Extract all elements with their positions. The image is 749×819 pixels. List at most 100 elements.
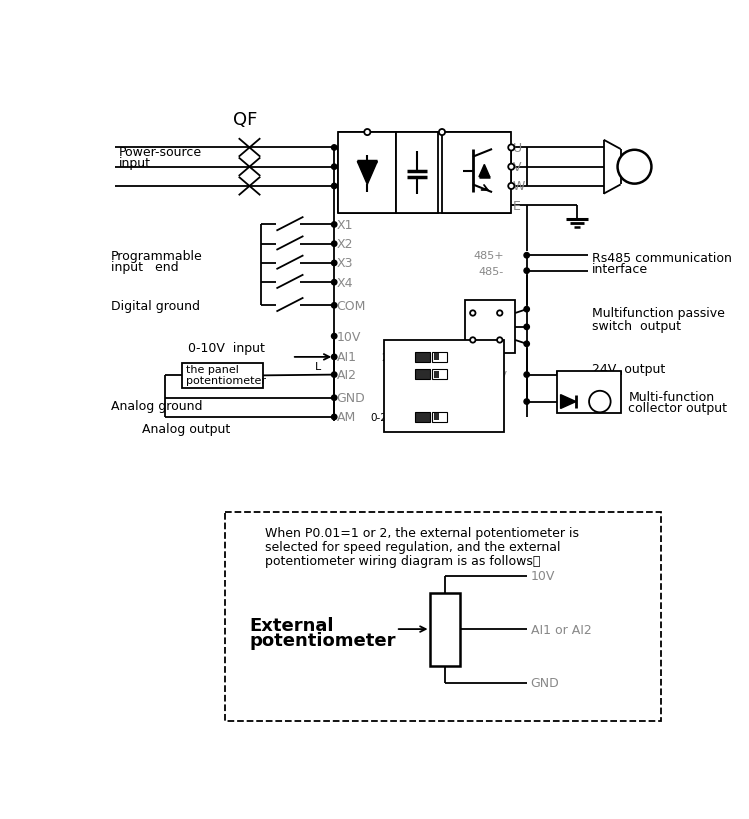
- Text: selected for speed regulation, and the external: selected for speed regulation, and the e…: [265, 541, 560, 553]
- Text: Analog ground: Analog ground: [111, 400, 202, 413]
- Bar: [442, 133, 512, 214]
- Bar: [395, 133, 438, 214]
- Text: L: L: [315, 362, 321, 372]
- Text: X4: X4: [336, 276, 353, 289]
- Text: 0-20mA: 0-20mA: [371, 413, 411, 423]
- Text: AI2: AI2: [413, 372, 431, 382]
- Text: S: S: [336, 161, 345, 174]
- Circle shape: [332, 396, 337, 401]
- Circle shape: [524, 307, 530, 313]
- Circle shape: [332, 280, 337, 286]
- Bar: [415, 352, 431, 362]
- Bar: [432, 412, 447, 422]
- Polygon shape: [560, 395, 576, 409]
- Bar: [557, 371, 621, 414]
- Bar: [338, 133, 395, 214]
- Text: Rs485 communication: Rs485 communication: [592, 251, 732, 265]
- Circle shape: [332, 303, 337, 309]
- Text: potentiometer: potentiometer: [249, 631, 396, 649]
- Bar: [182, 364, 263, 388]
- Text: Digital ground: Digital ground: [111, 300, 200, 312]
- Text: Multifunction passive: Multifunction passive: [592, 307, 725, 320]
- Text: 485-: 485-: [479, 266, 503, 276]
- Text: potentiometer: potentiometer: [186, 376, 266, 386]
- Bar: [432, 352, 447, 362]
- Text: Programmable: Programmable: [111, 250, 203, 262]
- Polygon shape: [479, 165, 490, 178]
- Circle shape: [332, 223, 337, 228]
- Text: Multi-function: Multi-function: [628, 390, 715, 403]
- Text: T: T: [336, 180, 345, 193]
- Circle shape: [332, 373, 337, 378]
- Bar: [415, 369, 431, 380]
- Text: GND: GND: [336, 391, 366, 405]
- Circle shape: [364, 129, 371, 136]
- Circle shape: [332, 146, 337, 151]
- Circle shape: [470, 311, 476, 316]
- Text: 0-10V  input: 0-10V input: [188, 342, 265, 355]
- Bar: [465, 301, 515, 354]
- Text: X3: X3: [336, 257, 353, 270]
- Text: AI1: AI1: [336, 351, 357, 364]
- Circle shape: [524, 269, 530, 274]
- Circle shape: [332, 414, 337, 420]
- Text: the panel: the panel: [186, 364, 238, 375]
- Circle shape: [332, 334, 337, 339]
- Text: 10V: 10V: [336, 330, 361, 343]
- Text: E: E: [513, 200, 521, 212]
- Text: 10V: 10V: [450, 352, 470, 363]
- Text: COM: COM: [336, 300, 366, 312]
- Text: 24V: 24V: [485, 370, 507, 380]
- Text: TC: TC: [494, 339, 507, 350]
- Text: interface: interface: [592, 263, 649, 275]
- Text: switch  output: switch output: [592, 319, 681, 333]
- Text: QF: QF: [234, 111, 258, 129]
- Text: AI1: AI1: [413, 345, 431, 355]
- Circle shape: [509, 145, 515, 152]
- Text: AM: AM: [414, 406, 431, 416]
- Circle shape: [497, 338, 503, 343]
- Circle shape: [509, 183, 515, 190]
- Circle shape: [439, 129, 445, 136]
- Polygon shape: [357, 162, 377, 185]
- Text: M: M: [626, 159, 643, 176]
- Circle shape: [524, 253, 530, 259]
- Circle shape: [589, 391, 610, 413]
- Text: potentiometer wiring diagram is as follows：: potentiometer wiring diagram is as follo…: [265, 554, 540, 567]
- Circle shape: [618, 151, 652, 184]
- Circle shape: [332, 261, 337, 266]
- Text: GND: GND: [530, 676, 560, 690]
- Circle shape: [524, 342, 530, 347]
- Circle shape: [497, 311, 503, 316]
- Text: collector output: collector output: [628, 402, 727, 414]
- Bar: [434, 354, 439, 360]
- Text: 24V  output: 24V output: [592, 363, 665, 375]
- Text: 0-10V: 0-10V: [450, 413, 481, 423]
- Text: R: R: [336, 142, 345, 155]
- Bar: [432, 369, 447, 380]
- Text: Power-source: Power-source: [118, 146, 201, 159]
- Circle shape: [470, 338, 476, 343]
- Bar: [225, 512, 661, 722]
- Text: input   end: input end: [111, 261, 178, 274]
- Text: AI1 or AI2: AI1 or AI2: [530, 622, 591, 636]
- Circle shape: [332, 242, 337, 247]
- Text: D01: D01: [481, 397, 503, 407]
- Circle shape: [332, 165, 337, 170]
- Bar: [384, 341, 503, 432]
- Text: 20mA: 20mA: [380, 352, 411, 363]
- Text: External: External: [249, 616, 334, 634]
- Text: W: W: [513, 180, 525, 193]
- Circle shape: [524, 325, 530, 330]
- Circle shape: [332, 355, 337, 360]
- Text: input: input: [118, 156, 151, 170]
- Bar: [434, 371, 439, 378]
- Text: RY: RY: [593, 397, 607, 407]
- Circle shape: [524, 400, 530, 405]
- Text: X1: X1: [336, 219, 353, 232]
- Bar: [431, 593, 460, 666]
- Text: 10V: 10V: [530, 569, 555, 582]
- Text: AM: AM: [336, 411, 356, 424]
- Text: X2: X2: [336, 238, 353, 251]
- Text: TB: TB: [493, 323, 507, 333]
